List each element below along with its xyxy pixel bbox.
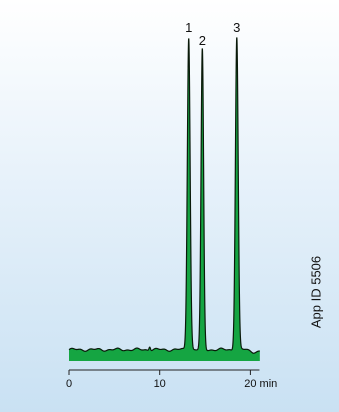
x-tick-label: 20 min xyxy=(244,378,277,390)
app-id-label: App ID 5506 xyxy=(308,255,324,329)
peak-label-3: 3 xyxy=(233,20,240,35)
x-tick-label: 10 xyxy=(154,378,166,390)
peak-label-2: 2 xyxy=(199,33,206,48)
x-tick-label: 0 xyxy=(66,378,72,390)
signal-fill-area xyxy=(69,37,260,362)
peak-label-1: 1 xyxy=(185,20,192,35)
signal-trace xyxy=(68,37,260,354)
